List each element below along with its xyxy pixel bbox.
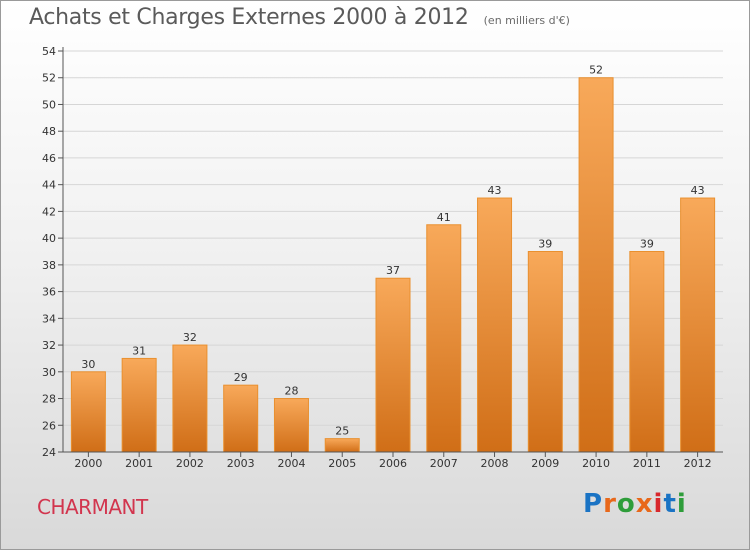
data-label: 43 bbox=[691, 184, 705, 197]
bar-2012 bbox=[680, 197, 716, 453]
chart-title: Achats et Charges Externes 2000 à 2012 bbox=[29, 5, 469, 30]
title-row: Achats et Charges Externes 2000 à 2012 (… bbox=[29, 5, 570, 30]
data-label: 43 bbox=[488, 184, 502, 197]
logo-letter: P bbox=[583, 489, 604, 519]
data-label: 25 bbox=[335, 425, 349, 438]
bar-2001 bbox=[121, 357, 157, 453]
x-tick-label: 2012 bbox=[684, 457, 712, 470]
bar-2009 bbox=[527, 251, 563, 453]
bar-2011 bbox=[629, 251, 665, 453]
y-tick-label: 38 bbox=[42, 259, 56, 272]
axes: 24 26 28 30 32 34 36 38 40 42 44 46 48 50 52 54 2000 2001… bbox=[42, 45, 723, 470]
x-tick-label: 2010 bbox=[582, 457, 610, 470]
x-tick-label: 2009 bbox=[531, 457, 559, 470]
x-tick-label: 2011 bbox=[633, 457, 661, 470]
town-name: CHARMANT bbox=[37, 495, 148, 519]
logo-letter: r bbox=[603, 489, 617, 519]
data-label: 41 bbox=[437, 211, 451, 224]
x-tick-label: 2004 bbox=[277, 457, 305, 470]
proxiti-logo: Proxiti bbox=[583, 489, 687, 519]
y-tick-label: 24 bbox=[42, 446, 56, 459]
logo-letter: i bbox=[653, 489, 664, 519]
y-tick-label: 28 bbox=[42, 393, 56, 406]
bar-2008 bbox=[477, 197, 513, 453]
logo-letter: t bbox=[663, 489, 677, 519]
y-tick-label: 40 bbox=[42, 232, 56, 245]
y-tick-label: 50 bbox=[42, 98, 56, 111]
x-tick-label: 2006 bbox=[379, 457, 407, 470]
bar-2010 bbox=[578, 77, 614, 453]
bar-2002 bbox=[172, 344, 208, 453]
logo-letter: x bbox=[635, 489, 654, 519]
y-tick-label: 46 bbox=[42, 152, 56, 165]
bar-2000 bbox=[70, 371, 106, 453]
x-tick-label: 2002 bbox=[176, 457, 204, 470]
data-label: 39 bbox=[538, 238, 552, 251]
bars: 30 31 32 29 28 25 37 41 43 39 52 39 43 bbox=[70, 64, 716, 453]
x-tick-label: 2003 bbox=[227, 457, 255, 470]
logo-letter: i bbox=[676, 489, 687, 519]
y-tick-label: 36 bbox=[42, 286, 56, 299]
y-tick-label: 30 bbox=[42, 366, 56, 379]
x-tick-label: 2001 bbox=[125, 457, 153, 470]
y-tick-label: 48 bbox=[42, 125, 56, 138]
data-label: 52 bbox=[589, 64, 603, 77]
x-tick-label: 2000 bbox=[74, 457, 102, 470]
data-label: 31 bbox=[132, 344, 146, 357]
bar-2007 bbox=[426, 224, 462, 453]
bar-2006 bbox=[375, 277, 411, 453]
bar-2005 bbox=[324, 438, 360, 453]
x-tick-label: 2005 bbox=[328, 457, 356, 470]
data-label: 32 bbox=[183, 331, 197, 344]
x-tick-label: 2008 bbox=[481, 457, 509, 470]
bar-2004 bbox=[273, 398, 309, 453]
chart-subtitle: (en milliers d'€) bbox=[483, 14, 570, 27]
logo-letter: o bbox=[616, 489, 636, 519]
data-label: 28 bbox=[284, 385, 298, 398]
y-tick-label: 42 bbox=[42, 205, 56, 218]
data-label: 29 bbox=[234, 371, 248, 384]
data-label: 39 bbox=[640, 238, 654, 251]
y-tick-label: 52 bbox=[42, 72, 56, 85]
data-label: 30 bbox=[81, 358, 95, 371]
y-tick-label: 44 bbox=[42, 179, 56, 192]
y-tick-label: 32 bbox=[42, 339, 56, 352]
y-tick-label: 34 bbox=[42, 312, 56, 325]
data-label: 37 bbox=[386, 264, 400, 277]
y-tick-label: 54 bbox=[42, 45, 56, 58]
bar-2003 bbox=[223, 384, 259, 453]
x-tick-label: 2007 bbox=[430, 457, 458, 470]
y-tick-label: 26 bbox=[42, 419, 56, 432]
